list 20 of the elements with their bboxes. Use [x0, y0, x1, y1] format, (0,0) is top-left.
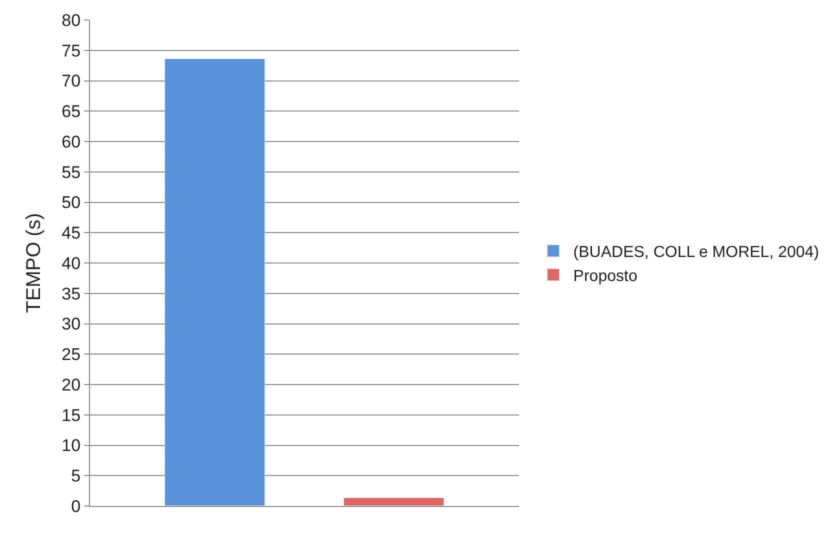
y-tick-label: 35 [62, 284, 81, 304]
y-tick-label: 0 [71, 496, 81, 516]
y-tick-label: 10 [62, 436, 81, 456]
y-tick-label: 70 [62, 72, 81, 91]
y-tick-label: 30 [62, 314, 81, 334]
y-tick-label: 40 [62, 254, 81, 273]
y-tick-label: 50 [62, 193, 81, 212]
y-axis-title: TEMPO (s) [23, 213, 46, 313]
y-tick-label: 15 [62, 406, 81, 425]
legend-label: Proposto [573, 268, 638, 285]
y-tick-label: 55 [62, 162, 81, 182]
y-tick-label: 45 [62, 224, 81, 243]
y-tick-label: 75 [62, 41, 81, 60]
y-tick-label: 20 [62, 375, 81, 394]
y-tick-label: 60 [62, 132, 81, 152]
y-tick-label: 65 [62, 102, 81, 122]
y-tick-label: 80 [62, 10, 81, 30]
y-tick-label: 25 [62, 345, 81, 364]
y-tick-label: 5 [71, 466, 81, 486]
legend-label: (BUADES, COLL e MOREL, 2004) [573, 244, 820, 262]
